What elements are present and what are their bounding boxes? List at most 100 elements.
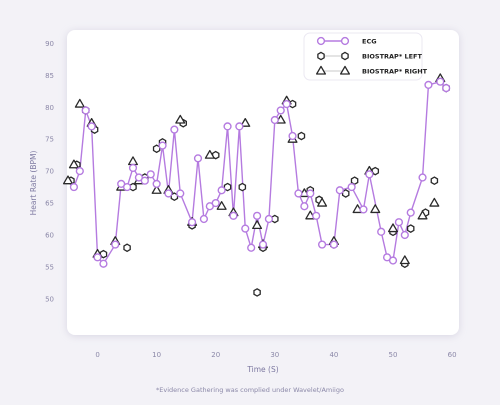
biostrap-right-point: [216, 200, 227, 210]
biostrap-right-point: [204, 149, 215, 159]
ecg-point: [335, 186, 344, 195]
y-tick-label: 55: [45, 263, 54, 271]
biostrap-right-point: [74, 98, 85, 108]
x-tick-label: 60: [448, 351, 457, 359]
ecg-point: [306, 189, 315, 198]
ecg-point: [122, 182, 132, 192]
ecg-point: [282, 99, 291, 109]
y-tick-label: 80: [45, 104, 54, 112]
biostrap-right-point: [399, 255, 410, 265]
biostrap-left-point: [223, 182, 232, 192]
legend-ecg-marker: [316, 36, 326, 46]
y-tick-label: 50: [45, 295, 54, 303]
legend-left-marker: [317, 51, 325, 61]
footnote: *Evidence Gathering was complied under W…: [156, 386, 344, 394]
legend-left-marker: [341, 51, 349, 61]
ecg-point: [400, 230, 409, 240]
biostrap-right-point: [151, 185, 162, 194]
biostrap-right-point: [417, 210, 428, 220]
ecg-point: [140, 176, 149, 185]
ecg-point: [158, 141, 167, 150]
ecg-point: [170, 125, 179, 134]
x-tick-label: 30: [270, 351, 279, 359]
ecg-point: [406, 208, 415, 217]
ecg-point: [75, 167, 84, 176]
ecg-point: [270, 115, 279, 125]
ecg-point: [300, 202, 309, 211]
biostrap-right-point: [387, 223, 399, 233]
y-tick-label: 70: [45, 168, 54, 176]
ecg-point: [81, 106, 90, 115]
ecg-point: [252, 211, 262, 220]
ecg-point: [258, 240, 268, 249]
x-axis-ticks: 0 10 20 30 40 50 60: [95, 351, 456, 359]
ecg-point: [365, 170, 374, 179]
biostrap-right-point: [68, 159, 79, 169]
ecg-point: [294, 189, 303, 198]
biostrap-left-point: [123, 243, 131, 253]
legend-right-marker: [339, 65, 351, 75]
legend-label: ECG: [362, 38, 377, 46]
biostrap-right-point: [370, 204, 381, 214]
x-tick-label: 10: [152, 351, 161, 359]
ecg-point: [152, 179, 161, 188]
biostrap-right-point: [317, 197, 328, 207]
x-tick-label: 40: [329, 351, 338, 359]
biostrap-right-point: [429, 197, 440, 207]
legend-label: BIOSTRAP* RIGHT: [362, 68, 428, 76]
biostrap-left-point: [238, 182, 247, 192]
ecg-point: [211, 198, 220, 208]
legend: ECG BIOSTRAP* LEFT BIOSTRAP* RIGHT: [303, 32, 428, 81]
legend-ecg-marker: [340, 36, 350, 46]
y-axis-ticks: 50 55 60 65 70 75 80 85 90: [45, 40, 54, 303]
legend-label: BIOSTRAP* LEFT: [362, 53, 422, 61]
ecg-point: [394, 218, 404, 227]
biostrap-left-point: [297, 131, 306, 141]
y-tick-label: 60: [45, 231, 54, 239]
ecg-point: [241, 224, 250, 233]
ecg-point: [377, 227, 386, 236]
ecg-point: [312, 211, 321, 220]
ecg-point: [235, 122, 244, 131]
ecg-point: [87, 122, 96, 131]
y-axis-label: Heart Rate (BPM): [29, 151, 38, 216]
ecg-point: [264, 214, 274, 224]
ecg-point: [199, 214, 209, 224]
ecg-point: [329, 240, 339, 249]
ecg-point: [176, 189, 185, 198]
ecg-point: [359, 205, 368, 214]
ecg-point: [347, 182, 356, 192]
plot-panel: [67, 30, 459, 335]
y-tick-label: 75: [45, 136, 54, 144]
ecg-point: [442, 83, 451, 93]
ecg-point: [288, 131, 297, 141]
ecg-point: [388, 256, 398, 265]
ecg-point: [193, 154, 203, 163]
y-tick-label: 90: [45, 40, 54, 48]
x-tick-label: 0: [95, 351, 99, 359]
ecg-point: [128, 163, 138, 173]
y-tick-label: 85: [45, 72, 54, 80]
x-tick-label: 20: [211, 351, 220, 359]
biostrap-right-point: [175, 114, 186, 124]
x-tick-label: 50: [389, 351, 398, 359]
y-tick-label: 65: [45, 200, 54, 208]
x-axis-label: Time (S): [246, 365, 278, 374]
ecg-point: [317, 240, 327, 249]
series-layer: [62, 73, 451, 297]
biostrap-left-point: [253, 288, 261, 297]
legend-right-marker: [315, 65, 327, 75]
ecg-point: [436, 77, 445, 86]
ecg-point: [247, 243, 256, 252]
ecg-point: [187, 218, 197, 227]
biostrap-right-point: [240, 117, 251, 127]
biostrap-left-point: [406, 224, 415, 233]
biostrap-right-point: [62, 175, 74, 185]
ecg-point: [223, 122, 232, 131]
ecg-point: [418, 173, 427, 182]
biostrap-right-point: [252, 220, 263, 230]
ecg-point: [93, 253, 102, 262]
ecg-point: [164, 189, 173, 198]
